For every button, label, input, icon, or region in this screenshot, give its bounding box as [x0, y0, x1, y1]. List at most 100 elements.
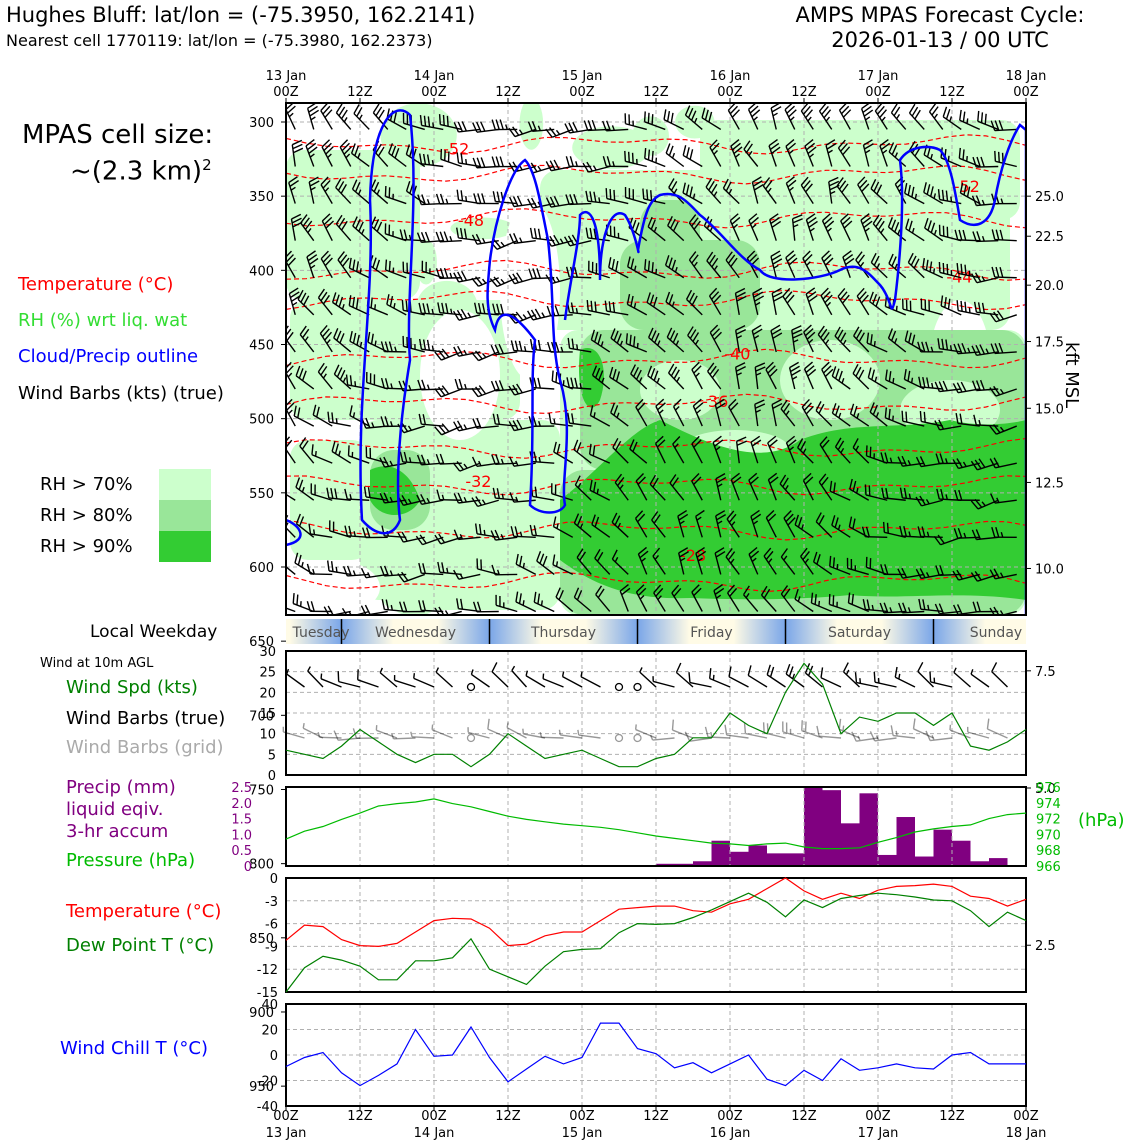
wind-barb-flag: [769, 142, 780, 151]
wind-barb-flag: [938, 682, 944, 691]
wind-barb-flag: [803, 402, 812, 411]
wind-barb: [477, 649, 499, 650]
wind-barb-flag: [605, 188, 608, 199]
wind-barb-flag: [678, 547, 689, 554]
wind-barb-flag: [792, 673, 796, 679]
wind-barb-flag: [596, 488, 599, 495]
wind-barb-flag: [589, 191, 593, 202]
wind-barb-flag: [322, 294, 330, 305]
wind-barb-flag: [367, 331, 371, 343]
wind-barb-flag: [860, 213, 870, 221]
wind-barb-flag: [390, 761, 393, 765]
wind-barb-flag: [869, 402, 875, 413]
wind-barb-flag: [418, 413, 423, 425]
wind-barb-flag: [529, 524, 534, 536]
wind-barb-flag: [769, 476, 779, 484]
wind-barb-flag: [335, 717, 336, 722]
wind-barb-flag: [307, 142, 317, 151]
wind-barb-flag: [548, 881, 557, 887]
wind-barb-flag: [499, 119, 504, 130]
calm-wind-marker: [466, 682, 476, 692]
wind-barb-flag: [673, 398, 682, 408]
wind-barb-flag: [544, 770, 552, 777]
wind-barb-flag: [322, 179, 331, 189]
wind-barb-flag: [280, 512, 285, 521]
wind-barb-flag: [925, 499, 930, 505]
rh-70-area: [875, 181, 917, 218]
wind-barb-flag: [626, 293, 631, 305]
calm-wind-marker: [495, 1090, 502, 1097]
wind-barb-flag: [352, 296, 356, 308]
bottom-hour-label: 00Z: [1013, 1109, 1039, 1124]
wind-barb-flag: [691, 473, 700, 482]
wind-barb-flag: [570, 302, 575, 313]
wind-barb-flag: [808, 294, 818, 303]
wind-barb-flag: [907, 460, 912, 466]
wind-barb: [634, 705, 647, 723]
wind-barb-flag: [842, 339, 847, 346]
wind-barb-flag: [519, 237, 523, 243]
wind-barb-flag: [278, 551, 282, 561]
wind-barb-flag: [976, 707, 977, 717]
wind-barb: [311, 760, 332, 767]
wind-barb-flag: [592, 165, 597, 171]
wind-barb-flag: [985, 348, 989, 354]
wind-barb-flag: [408, 722, 411, 726]
wind-barb-flag: [916, 687, 923, 695]
wind-barb-flag: [907, 607, 911, 613]
wind-barb: [759, 709, 776, 723]
wind-barb: [556, 709, 573, 723]
wind-barb-flag: [291, 217, 302, 224]
wind-barb-flag: [784, 291, 793, 301]
wind-barb-flag: [567, 337, 571, 349]
calm-wind-marker: [633, 733, 642, 743]
wind-barb-flag: [372, 257, 377, 268]
wind-barb-flag: [286, 365, 294, 374]
wind-barb-flag: [768, 439, 778, 448]
wind-barb-flag: [721, 960, 724, 970]
wind-barb-flag: [512, 126, 520, 136]
wind-barb-flag: [437, 712, 440, 722]
temperature-contour-label: -16: [961, 789, 987, 808]
wind-barb: [347, 1056, 369, 1057]
wind-barb-flag: [693, 365, 702, 374]
wind-barb-flag: [881, 1045, 884, 1055]
top-date-label: 17 Jan: [858, 69, 899, 84]
wind-barb: [740, 821, 758, 834]
wind-barb-flag: [368, 979, 370, 984]
kft-tick-label: 7.5: [1035, 665, 1056, 680]
wind-barb-flag: [580, 671, 583, 677]
wind-barb-flag: [475, 711, 477, 721]
wind-barb-flag: [600, 700, 607, 708]
wind-barb-flag: [465, 958, 470, 967]
wind-barb-flag: [802, 551, 810, 561]
wind-barb: [866, 1090, 888, 1093]
wind-barb-flag: [743, 931, 744, 936]
wind-barb-flag: [981, 276, 986, 282]
wind-barb-flag: [724, 962, 727, 972]
temperature-contour-label: -52: [954, 177, 980, 196]
wind-barb-flag: [514, 340, 519, 351]
wind-barb-flag: [532, 268, 537, 279]
wind-barb-flag: [420, 493, 427, 504]
wind-barb-flag: [619, 584, 629, 592]
cross-section-fields: -52-48-32-40-36-28-24-20-16-12-8-4-4-52-…: [278, 103, 1026, 1097]
wind-barb-flag: [650, 368, 656, 379]
wind-barb-flag: [310, 116, 316, 121]
wind-barb-flag: [393, 302, 396, 309]
wind-barb-flag: [517, 775, 520, 785]
wind-barb-flag: [861, 1014, 866, 1023]
wind-barb-flag: [364, 1006, 366, 1016]
wind-barb-flag: [307, 254, 318, 262]
wind-barb: [917, 671, 934, 688]
wind-barb: [958, 797, 980, 801]
wind-barb-flag: [417, 379, 422, 391]
wind-barb-flag: [560, 346, 564, 353]
calm-wind-marker: [569, 1016, 576, 1023]
wind-barb-flag: [937, 534, 945, 544]
wind-barb-flag: [930, 222, 936, 233]
wind-barb-flag: [287, 1017, 293, 1026]
wind-barb-flag: [503, 665, 507, 675]
wind-barb-flag: [637, 402, 646, 411]
wind-barb-flag: [787, 439, 797, 448]
